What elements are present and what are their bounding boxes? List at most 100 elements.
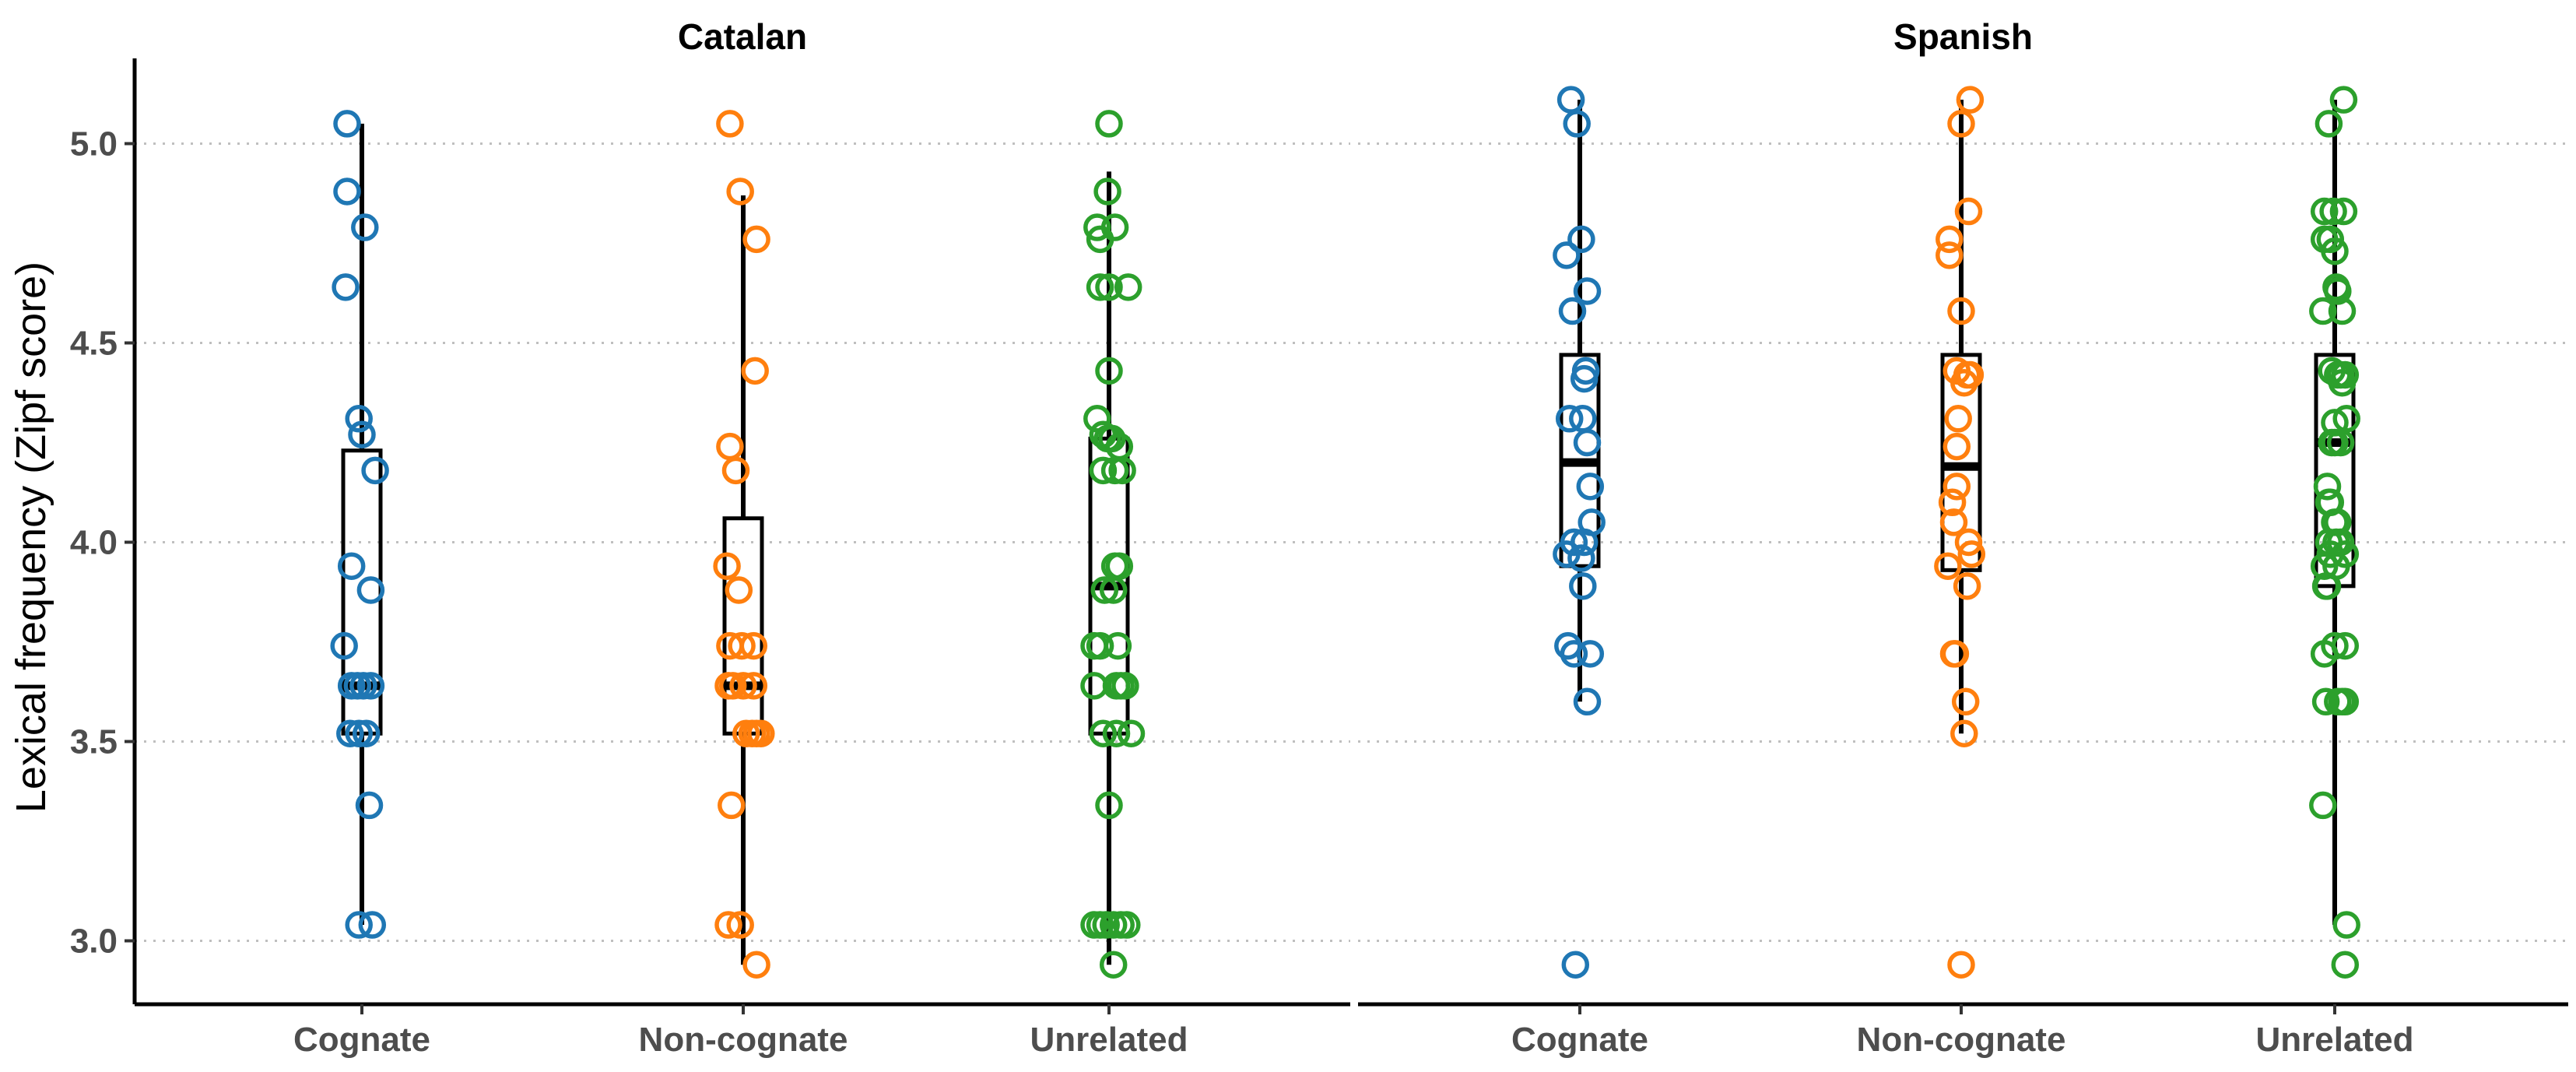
data-point (1117, 719, 1146, 748)
data-point (1089, 719, 1118, 748)
plot-area: Catalan 3.0 3.5 4.0 4.5 5.0 Cognate Non-cognate… (70, 16, 2568, 1059)
x-tick-label: Non-cognate (1857, 1021, 2066, 1059)
data-point (2309, 791, 2337, 820)
data-point (1080, 672, 1108, 700)
data-point (1553, 540, 1581, 568)
data-point (1086, 631, 1114, 660)
y-tick-label: 3.5 (70, 723, 118, 761)
data-point (721, 456, 750, 485)
data-point (1563, 110, 1591, 138)
data-point (2319, 197, 2347, 226)
data-point (1114, 273, 1142, 301)
data-point (1947, 110, 1975, 138)
data-point (2311, 687, 2340, 716)
data-point (725, 576, 753, 604)
data-point (713, 552, 741, 580)
data-point (739, 672, 768, 700)
data-point (2313, 572, 2342, 600)
data-point (1560, 640, 1588, 668)
data-point (348, 420, 376, 449)
x-tick-label: Cognate (293, 1021, 430, 1059)
facet-title: Spanish (1893, 16, 2033, 57)
data-point (1950, 719, 1978, 748)
data-point (2310, 552, 2339, 580)
data-point (1095, 273, 1123, 301)
facet-title: Catalan (678, 16, 807, 57)
data-point (2310, 197, 2339, 226)
data-point (351, 213, 379, 241)
data-point (1095, 791, 1123, 820)
facet-panel-catalan: Catalan 3.0 3.5 4.0 4.5 5.0 Cognate Non-cognate… (70, 16, 1350, 1059)
data-point (726, 911, 754, 939)
data-point (345, 405, 373, 433)
data-point (2315, 110, 2343, 138)
data-point (355, 791, 384, 820)
data-point (1953, 572, 1981, 600)
data-point (1956, 86, 1985, 114)
y-axis-title: Lexical frequency (Zipf score) (8, 262, 54, 813)
facet-panel-spanish: Spanish Cognate Non-cognate Unrelated (1358, 16, 2568, 1059)
data-point (1099, 576, 1128, 604)
data-point (358, 911, 387, 939)
data-point (1567, 544, 1595, 572)
box (722, 516, 764, 736)
data-point (345, 719, 373, 748)
data-point (345, 911, 373, 939)
data-point (1938, 488, 1967, 517)
data-point (716, 110, 744, 138)
data-point (1573, 277, 1602, 305)
data-point (718, 672, 747, 700)
data-point (1944, 405, 1972, 433)
data-point (2331, 951, 2360, 979)
data-point (352, 719, 381, 748)
data-point (333, 177, 361, 206)
data-point (718, 791, 746, 820)
data-point (337, 552, 366, 580)
data-point (1102, 719, 1131, 748)
data-point (2331, 687, 2360, 716)
data-point (1561, 951, 1590, 979)
group-non-cognate: Non-cognate (639, 110, 848, 1059)
data-point (728, 631, 756, 660)
data-point (2329, 197, 2358, 226)
data-point (2326, 428, 2355, 457)
data-point (349, 672, 377, 700)
data-point (1099, 951, 1128, 979)
data-point (2328, 297, 2357, 325)
group-cognate: Cognate (1511, 86, 1648, 1059)
data-point (739, 631, 768, 660)
data-point (1569, 572, 1597, 600)
data-point (1090, 576, 1119, 604)
data-point (1573, 428, 1602, 457)
y-axis-title-group: Lexical frequency (Zipf score) (8, 262, 54, 813)
data-point (1092, 911, 1120, 939)
x-tick-label: Cognate (1511, 1021, 1648, 1059)
data-point (714, 911, 742, 939)
data-point (1083, 213, 1111, 241)
data-point (1576, 640, 1605, 668)
x-tick-label: Unrelated (2256, 1021, 2414, 1059)
data-point (1086, 273, 1114, 301)
data-point (1573, 687, 1602, 716)
data-point (333, 110, 361, 138)
group-cognate: Cognate (293, 110, 430, 1059)
data-point (742, 225, 770, 254)
group-unrelated: Unrelated (1030, 110, 1188, 1059)
data-point (1957, 540, 1986, 568)
data-point (356, 672, 385, 700)
data-point (1104, 631, 1132, 660)
data-point (1099, 911, 1128, 939)
data-point (2332, 911, 2360, 939)
data-point (330, 631, 358, 660)
data-point (336, 719, 364, 748)
data-point (1951, 687, 1980, 716)
data-point (1943, 473, 1971, 501)
data-point (1936, 225, 1964, 254)
data-point (1947, 297, 1975, 325)
data-point (2331, 360, 2360, 389)
y-tick-label: 3.0 (70, 923, 118, 961)
data-point (1098, 424, 1126, 453)
data-point (747, 719, 775, 748)
group-unrelated: Unrelated (2256, 86, 2414, 1059)
